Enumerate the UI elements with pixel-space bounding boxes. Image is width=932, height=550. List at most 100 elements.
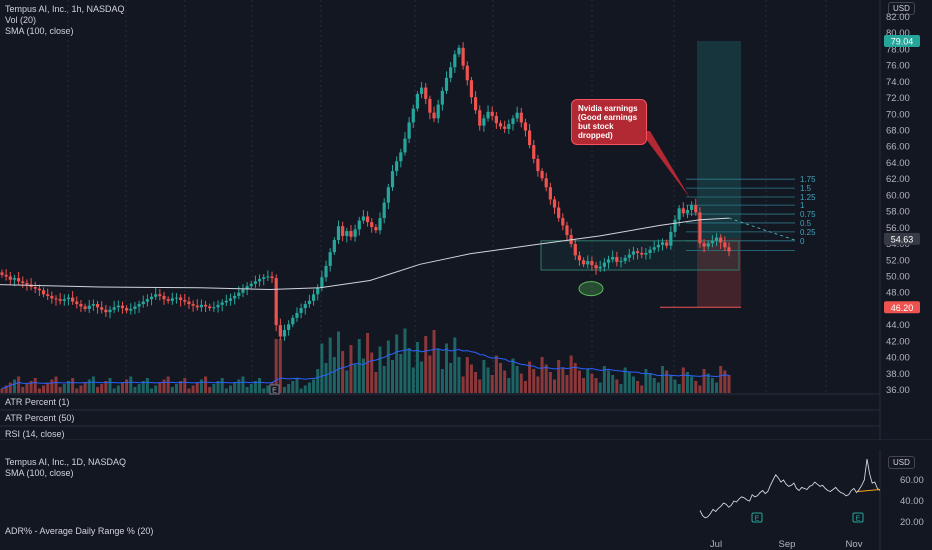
candle — [365, 216, 370, 223]
volume-bar — [353, 364, 357, 393]
candle — [287, 324, 291, 330]
y-tick-label: 62.00 — [886, 174, 910, 185]
volume-bar — [133, 387, 137, 393]
volume-bar — [644, 369, 648, 393]
daily-earnings-label: E — [755, 516, 760, 523]
candle — [636, 251, 640, 253]
daily-sma-label[interactable]: SMA (100, close) — [5, 468, 74, 478]
candle — [320, 277, 324, 288]
candle — [461, 47, 465, 66]
candle — [162, 295, 166, 300]
atr-50-label[interactable]: ATR Percent (50) — [5, 413, 75, 423]
candle — [594, 265, 598, 269]
volume-bar — [391, 360, 395, 393]
daily-y-tick: 60.00 — [900, 475, 924, 486]
candle — [627, 254, 631, 258]
volume-bar — [602, 366, 606, 393]
daily-currency-button[interactable]: USD — [888, 456, 915, 469]
volume-bar — [370, 352, 374, 393]
candle — [266, 276, 270, 278]
volume-bar — [174, 384, 178, 393]
volume-bar — [573, 363, 577, 393]
volume-bar — [46, 382, 50, 393]
candle — [120, 305, 125, 309]
candle — [548, 187, 552, 200]
volume-bar — [25, 384, 29, 393]
daily-earnings-marker — [751, 512, 763, 523]
candle — [129, 308, 133, 311]
candle — [353, 229, 357, 237]
candle — [208, 306, 212, 309]
candle — [220, 302, 224, 305]
volume-bar — [278, 339, 282, 393]
candle — [656, 244, 660, 248]
volume-bar — [544, 364, 548, 393]
candle — [382, 202, 386, 219]
candle — [390, 171, 395, 188]
candle — [17, 278, 21, 282]
daily-x-tick: Sep — [779, 539, 796, 550]
candle — [154, 294, 158, 297]
adr-indicator-label[interactable]: ADR% - Average Daily Range % (20) — [5, 526, 154, 536]
volume-bar — [486, 367, 490, 393]
candle — [714, 237, 719, 241]
currency-button[interactable]: USD — [888, 2, 915, 15]
atr-1-label[interactable]: ATR Percent (1) — [5, 397, 70, 407]
volume-bar — [557, 360, 561, 393]
candle — [95, 304, 100, 308]
candle — [660, 242, 665, 245]
symbol-title[interactable]: Tempus AI, Inc., 1h, NASDAQ — [5, 4, 125, 14]
candle — [116, 305, 120, 308]
volume-bar — [582, 378, 586, 393]
earnings-marker — [269, 384, 280, 395]
candle — [8, 276, 12, 280]
fib-level-label: 1.75 — [800, 175, 816, 184]
candle — [557, 207, 561, 219]
candle — [582, 260, 586, 265]
candle — [590, 261, 594, 266]
volume-bar — [710, 378, 714, 393]
sma-indicator-label[interactable]: SMA (100, close) — [5, 26, 74, 36]
volume-bar — [366, 333, 370, 393]
candle — [386, 187, 390, 203]
volume-bar — [108, 378, 112, 393]
nvidia-earnings-note[interactable]: Nvidia earnings (Good earnings but stock… — [571, 99, 647, 145]
candle — [108, 309, 112, 313]
volume-bar — [29, 381, 33, 393]
volume-bar — [723, 370, 727, 393]
candle — [403, 138, 407, 153]
daily-price-chart[interactable]: 60.00 40.00 20.00 Jul Sep Nov E E — [0, 450, 932, 550]
fib-level-label: 1 — [800, 201, 805, 210]
main-legend: Tempus AI, Inc., 1h, NASDAQ Vol (20) SMA… — [5, 4, 125, 37]
volume-bar — [129, 376, 133, 393]
volume-bar — [515, 366, 519, 393]
candle — [87, 305, 91, 309]
volume-bar — [399, 354, 403, 393]
volume-bar — [262, 388, 266, 393]
volume-bar — [694, 381, 698, 393]
volume-bar — [224, 388, 228, 393]
volume-bar — [58, 387, 62, 393]
candle — [25, 282, 29, 285]
volume-indicator-label[interactable]: Vol (20) — [5, 15, 37, 25]
candle — [432, 112, 436, 119]
candle — [623, 257, 627, 262]
volume-bar — [553, 379, 557, 393]
candle — [515, 112, 519, 119]
main-price-chart[interactable]: 82.00 80.00 78.00 76.00 74.00 72.00 70.00 68.00… — [0, 0, 932, 440]
candle — [395, 161, 399, 172]
candle — [436, 104, 440, 119]
note-pointer — [640, 131, 690, 198]
candle — [349, 231, 353, 237]
candle — [482, 118, 486, 126]
candle — [224, 300, 228, 303]
candle — [50, 295, 54, 299]
projection-line — [728, 217, 796, 241]
daily-symbol-title[interactable]: Tempus AI, Inc., 1D, NASDAQ — [5, 457, 127, 467]
candle — [449, 67, 453, 78]
volume-bar — [519, 373, 523, 393]
candle — [179, 297, 183, 300]
rsi-label[interactable]: RSI (14, close) — [5, 429, 65, 439]
volume-bar — [636, 381, 640, 393]
candle — [469, 80, 474, 98]
